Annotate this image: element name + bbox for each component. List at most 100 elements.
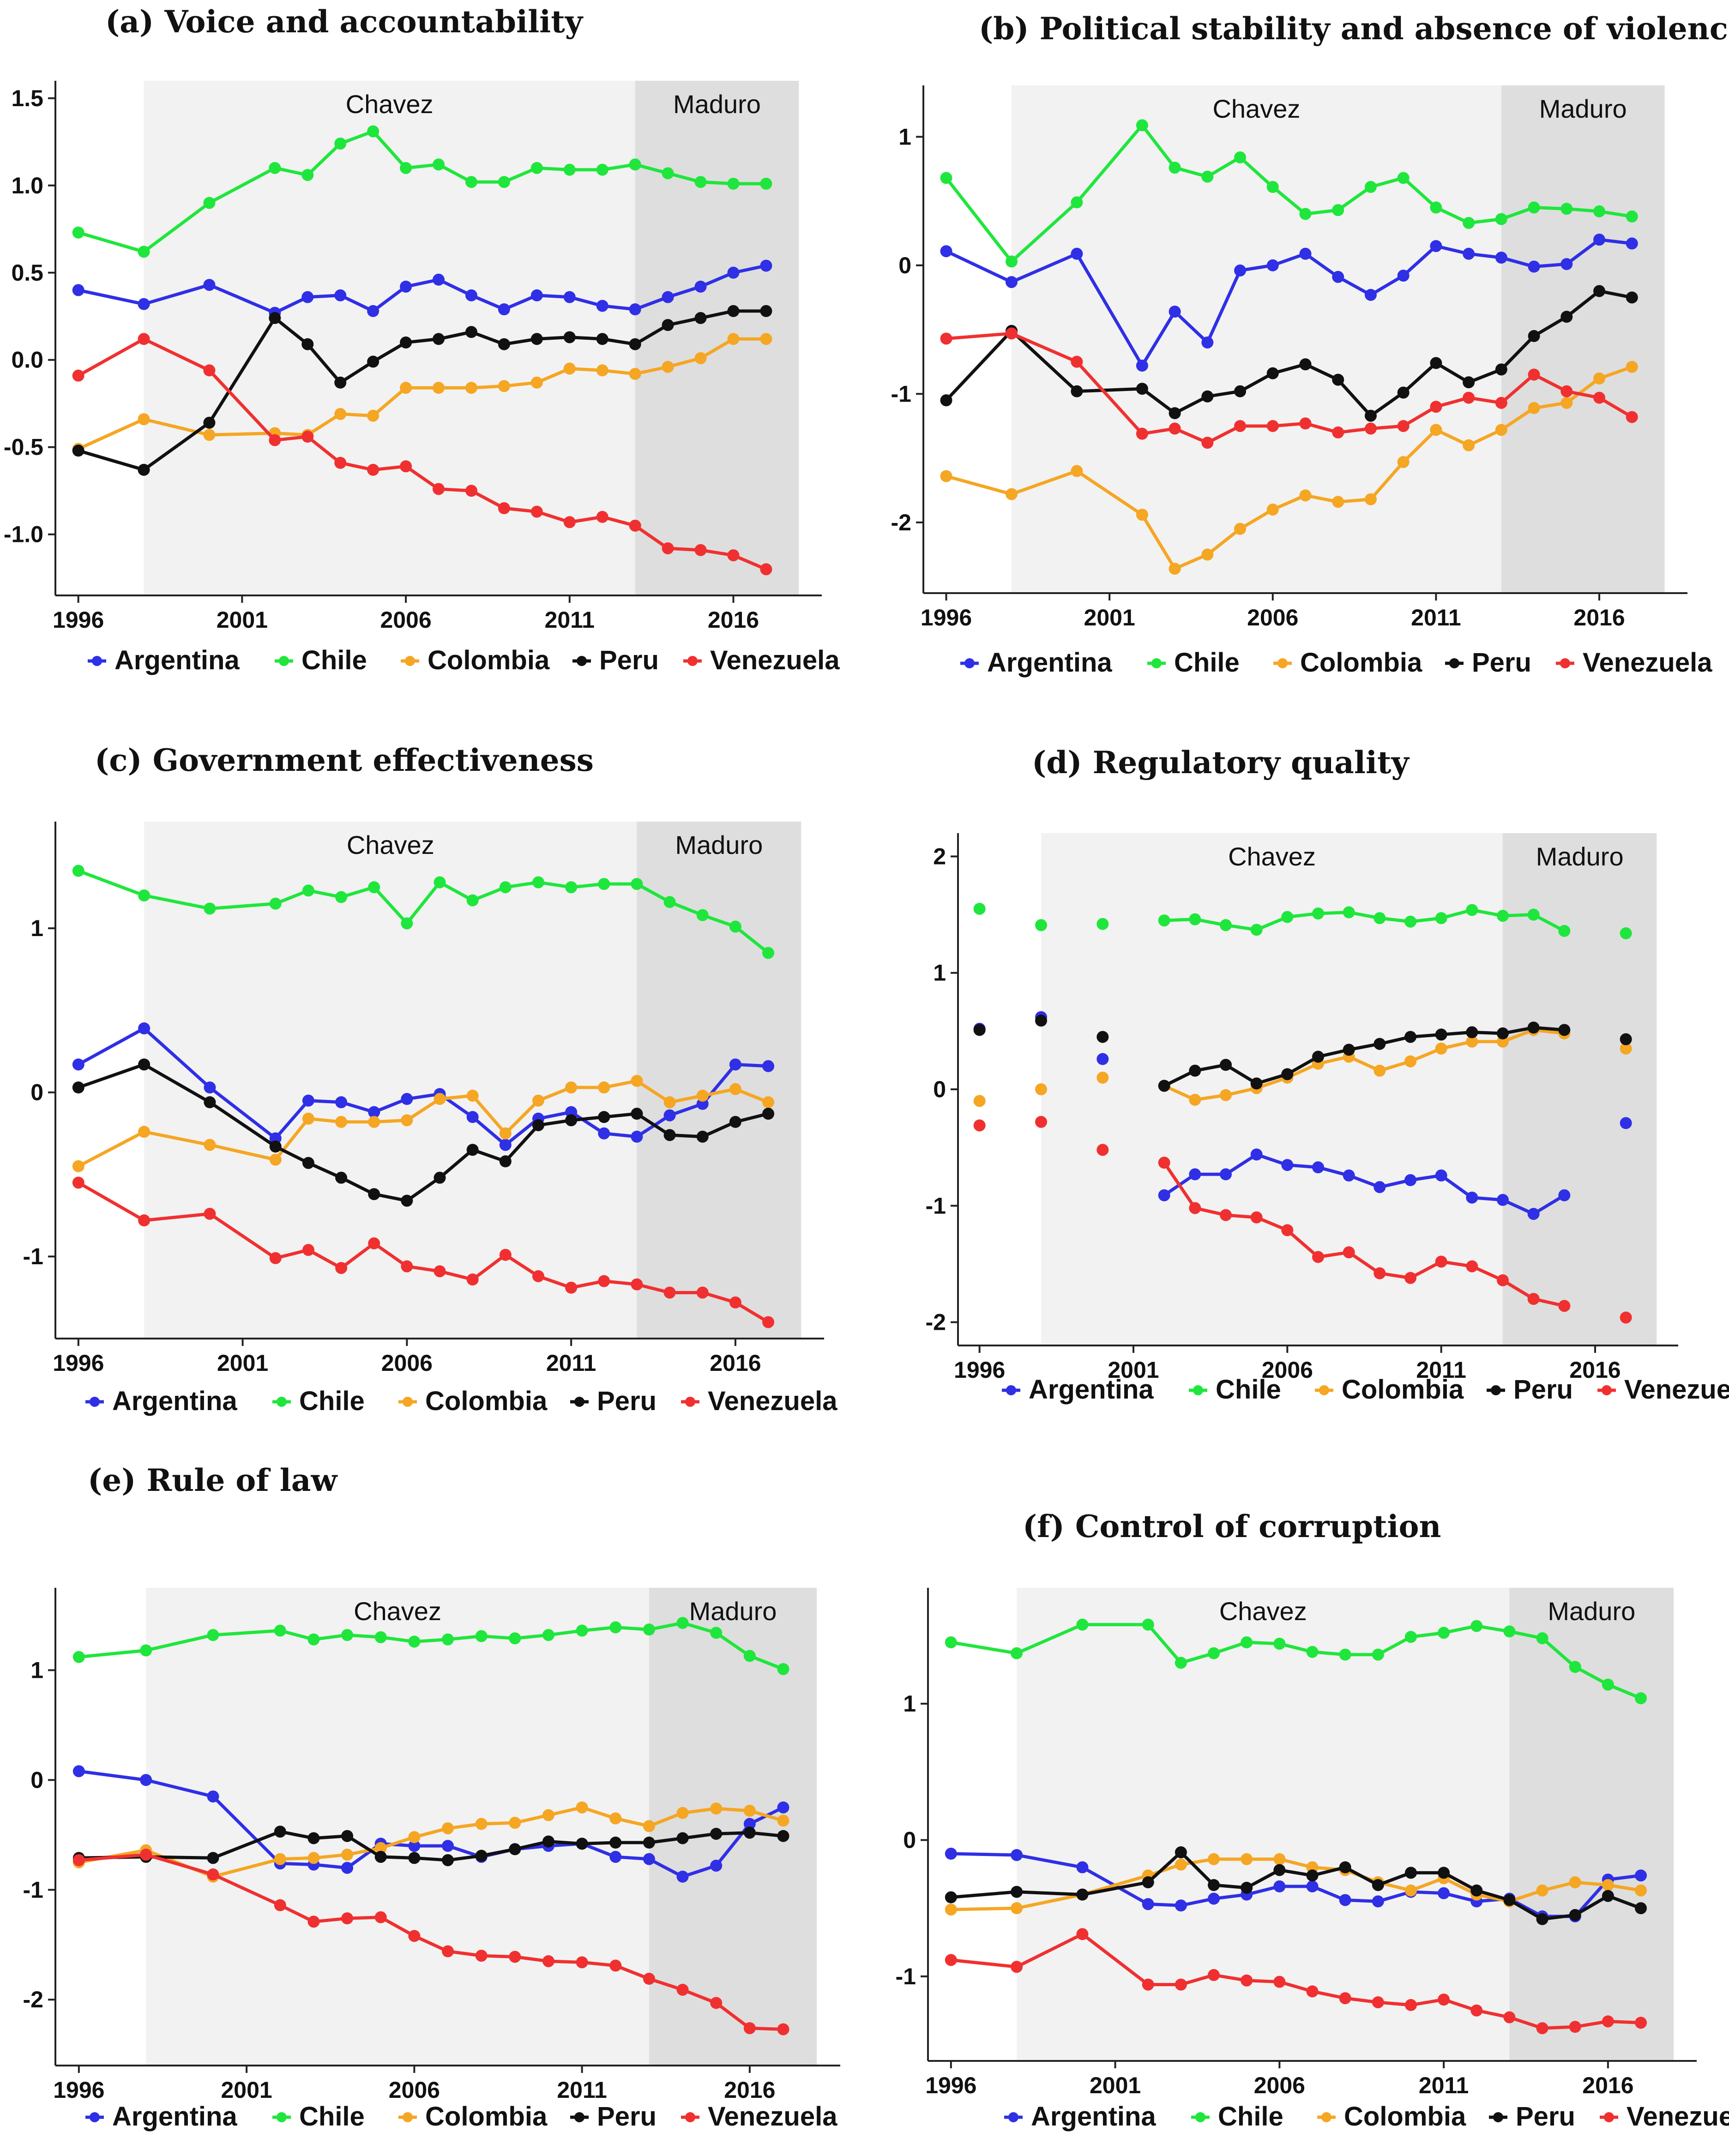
data-point-argentina — [1071, 247, 1083, 260]
data-point-argentina — [1273, 1880, 1286, 1892]
data-point-colombia — [1136, 509, 1148, 521]
data-point-argentina — [466, 1111, 479, 1123]
data-point-chile — [1035, 919, 1047, 931]
legend-key-dot-venezuela — [687, 656, 698, 666]
data-point-chile — [565, 881, 578, 894]
y-tick-label: -2 — [926, 1309, 946, 1335]
data-point-chile — [301, 169, 314, 181]
data-point-peru — [1201, 390, 1214, 402]
legend-key-dot-peru — [1449, 658, 1459, 668]
data-point-argentina — [663, 1109, 676, 1122]
legend-key-dot-colombia — [1321, 2112, 1331, 2122]
y-tick-label: -1 — [896, 1964, 916, 1989]
data-point-colombia — [727, 333, 740, 345]
era-label-chavez: Chavez — [347, 830, 434, 859]
panel-f: (f) Control of corruption Chavez Maduro -1 0… — [896, 1508, 1729, 2132]
data-point-peru — [138, 463, 150, 476]
data-point-peru — [1497, 1027, 1509, 1039]
data-point-chile — [696, 909, 709, 921]
data-point-peru — [1364, 409, 1377, 422]
data-point-peru — [433, 333, 445, 345]
data-point-argentina — [203, 279, 216, 291]
data-point-peru — [1620, 1033, 1632, 1045]
legend-label-chile: Chile — [299, 2102, 365, 2132]
data-point-venezuela — [475, 1950, 488, 1962]
x-tick-label: 2006 — [1254, 2072, 1305, 2098]
data-point-chile — [307, 1633, 320, 1646]
data-point-argentina — [72, 284, 84, 296]
data-point-colombia — [509, 1817, 521, 1829]
data-point-chile — [401, 917, 413, 930]
data-point-peru — [1339, 1861, 1351, 1874]
data-point-argentina — [72, 1058, 84, 1071]
data-point-argentina — [1076, 1861, 1089, 1874]
legend-label-venezuela: Venezuela — [710, 645, 840, 675]
data-point-chile — [1158, 914, 1170, 927]
data-point-argentina — [269, 1132, 282, 1145]
y-tick-label: 1 — [30, 1657, 43, 1683]
data-point-argentina — [727, 266, 740, 279]
data-point-peru — [1096, 1031, 1109, 1043]
data-point-argentina — [1096, 1053, 1109, 1065]
data-point-peru — [662, 319, 674, 331]
data-point-venezuela — [1208, 1969, 1220, 1981]
data-point-peru — [777, 1830, 789, 1842]
era-label-maduro: Maduro — [1536, 842, 1624, 871]
y-tick-label: 2 — [933, 843, 946, 869]
data-point-peru — [1536, 1913, 1548, 1925]
era-band-chavez — [144, 822, 637, 1339]
data-point-peru — [1299, 358, 1312, 371]
y-tick-label: 1.5 — [11, 85, 43, 111]
data-point-argentina — [442, 1840, 454, 1852]
data-point-peru — [1635, 1902, 1647, 1915]
x-tick-label: 1996 — [53, 607, 104, 633]
data-point-colombia — [609, 1812, 622, 1825]
legend-label-colombia: Colombia — [425, 1386, 548, 1416]
panel-title: (a) Voice and accountability — [105, 4, 584, 40]
data-point-colombia — [1602, 1879, 1614, 1891]
data-point-argentina — [598, 1127, 610, 1140]
data-point-chile — [374, 1631, 387, 1644]
data-point-venezuela — [1620, 1311, 1632, 1324]
data-point-chile — [629, 158, 641, 171]
data-point-argentina — [1189, 1168, 1201, 1181]
data-point-venezuela — [374, 1911, 387, 1923]
data-point-venezuela — [1569, 2021, 1581, 2033]
data-point-peru — [203, 416, 216, 429]
data-point-argentina — [530, 289, 543, 301]
data-point-colombia — [1220, 1089, 1232, 1101]
data-point-peru — [1076, 1888, 1089, 1901]
data-point-argentina — [1372, 1895, 1384, 1908]
data-point-argentina — [729, 1058, 741, 1071]
data-point-venezuela — [499, 1249, 512, 1261]
data-point-peru — [499, 1155, 512, 1167]
data-point-venezuela — [203, 364, 216, 377]
data-point-colombia — [408, 1831, 421, 1844]
legend-label-argentina: Argentina — [114, 645, 240, 675]
data-point-peru — [302, 1157, 314, 1169]
data-point-chile — [1404, 1631, 1417, 1643]
data-point-venezuela — [341, 1912, 354, 1925]
data-point-venezuela — [576, 1956, 588, 1969]
data-point-chile — [269, 162, 281, 174]
data-point-argentina — [1558, 1189, 1571, 1201]
data-point-peru — [341, 1830, 354, 1842]
data-point-venezuela — [434, 1265, 446, 1278]
data-point-venezuela — [1234, 420, 1247, 432]
data-point-colombia — [760, 333, 772, 345]
data-point-venezuela — [696, 1286, 709, 1299]
legend-key-dot-peru — [574, 2112, 584, 2122]
data-point-peru — [434, 1171, 446, 1184]
data-point-peru — [1372, 1879, 1384, 1891]
data-point-peru — [940, 394, 952, 407]
data-point-chile — [207, 1629, 219, 1641]
data-point-argentina — [1593, 234, 1606, 246]
data-point-argentina — [1011, 1849, 1023, 1861]
data-point-chile — [973, 902, 986, 915]
data-point-venezuela — [335, 1262, 348, 1274]
data-point-chile — [341, 1629, 354, 1641]
legend-key-dot-peru — [577, 656, 587, 666]
data-point-venezuela — [1339, 1992, 1351, 2005]
data-point-argentina — [1175, 1899, 1187, 1912]
x-tick-label: 2016 — [708, 607, 759, 633]
